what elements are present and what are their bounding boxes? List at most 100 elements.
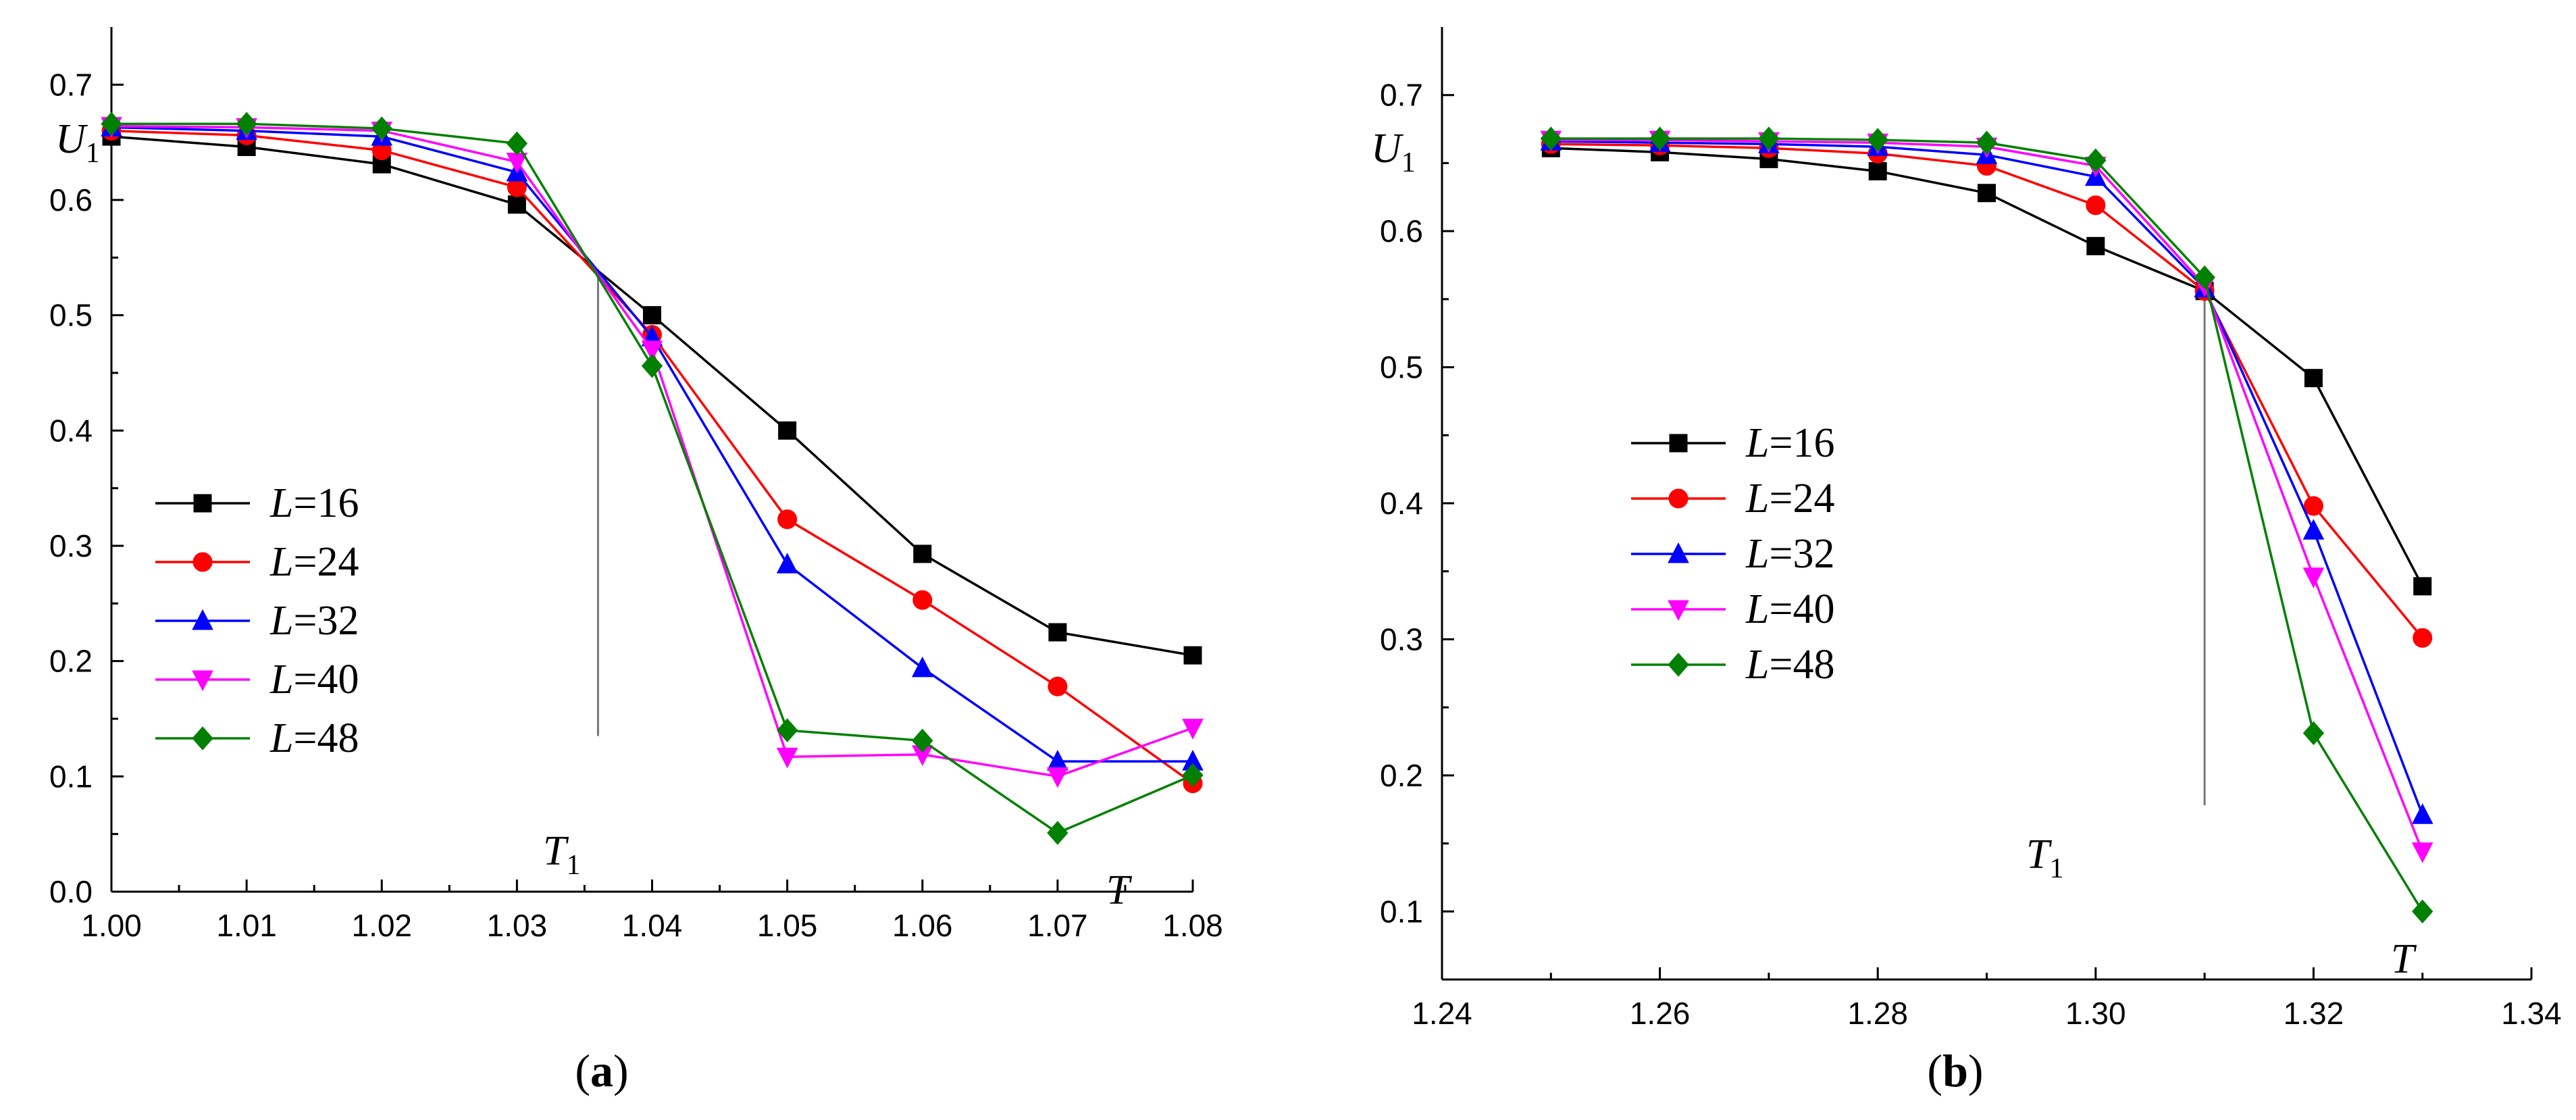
legend-label: L=48 (269, 715, 359, 761)
legend-label: L=40 (269, 657, 359, 703)
legend-label: L=24 (1745, 476, 1834, 521)
data-point (778, 421, 797, 440)
critical-temperature-label-a: T1 (543, 828, 580, 881)
series-line (1551, 137, 2424, 913)
legend-entry-L24: L=24 (1631, 476, 1834, 521)
data-point (913, 544, 932, 563)
panel-caption-a: (a) (575, 1045, 628, 1096)
data-point (2412, 899, 2433, 924)
x-tick-label: 1.24 (1412, 996, 1472, 1031)
y-tick-label: 0.3 (1380, 621, 1423, 657)
legend-entry-L24: L=24 (155, 539, 359, 585)
legend-entry-L32: L=32 (1631, 531, 1834, 577)
x-tick-label: 1.30 (2065, 996, 2126, 1031)
critical-temperature-label-b: T1 (2026, 832, 2063, 884)
legend-label: L=16 (1745, 420, 1834, 466)
x-tick-label: 1.26 (1630, 996, 1691, 1031)
data-point (2086, 195, 2106, 215)
data-point (1183, 646, 1202, 665)
x-ticks-b: 1.24 1.26 1.28 1.30 1.32 1.34 (1412, 967, 2562, 1031)
x-tick-label: 1.06 (892, 908, 953, 943)
data-point (2086, 236, 2105, 255)
y-tick-label: 0.1 (49, 759, 93, 794)
x-tick-label: 1.32 (2284, 996, 2344, 1031)
y-tick-label: 0.4 (49, 413, 93, 448)
legend-entry-L40: L=40 (1631, 586, 1834, 632)
series-line (1551, 140, 2424, 815)
legend-marker (1668, 542, 1689, 563)
data-point (776, 718, 798, 742)
chart-panel-a: 1.00 1.01 1.02 1.03 1.04 1.05 1.06 1.07 1.08 0.0… (49, 27, 1223, 1096)
y-tick-label: 0.6 (1380, 213, 1423, 249)
series-layer-b (1540, 126, 2433, 924)
x-tick-label: 1.05 (757, 908, 818, 943)
y-tick-label: 0.1 (1380, 894, 1423, 929)
y-tick-label: 0.5 (49, 298, 93, 333)
y-tick-label: 0.7 (1380, 78, 1423, 113)
data-point (1867, 128, 1888, 152)
data-point (101, 111, 122, 136)
legend-marker (193, 494, 212, 513)
data-point (777, 509, 798, 530)
x-tick-label: 1.00 (81, 908, 142, 943)
y-tick-label: 0.0 (49, 874, 93, 909)
panel-caption-b: (b) (1927, 1045, 1983, 1096)
x-tick-label: 1.34 (2501, 996, 2562, 1031)
legend-label: L=40 (1745, 586, 1834, 632)
data-point (2413, 577, 2432, 596)
y-tick-label: 0.3 (49, 528, 93, 563)
legend-marker (192, 609, 213, 630)
data-point (1649, 126, 1671, 151)
legend-entry-L32: L=32 (155, 598, 359, 644)
legend-entry-L48: L=48 (155, 715, 359, 761)
data-point (912, 590, 933, 610)
legend-label: L=16 (269, 480, 359, 526)
data-point (2302, 519, 2325, 540)
legend-label: L=32 (269, 598, 359, 644)
series-L32-a (101, 116, 1204, 771)
y-axis-label-a: U1 (55, 116, 100, 169)
y-tick-label: 0.5 (1380, 350, 1423, 385)
x-tick-label: 1.08 (1162, 908, 1223, 943)
axes-a (110, 27, 1193, 893)
legend-label: L=48 (1745, 642, 1834, 688)
series-L16-a (102, 127, 1202, 665)
legend-label: L=32 (1745, 531, 1834, 577)
legend-a: L=16 L=24 L=32 L=40 L=48 (155, 480, 359, 761)
data-point (1047, 767, 1068, 788)
legend-marker (192, 670, 213, 692)
y-axis-label-b: U1 (1371, 126, 1416, 178)
y-tick-label: 0.6 (49, 182, 93, 218)
legend-entry-L40: L=40 (155, 657, 359, 703)
data-point (1048, 623, 1067, 642)
x-tick-label: 1.02 (351, 908, 412, 943)
data-point (371, 116, 392, 141)
legend-entry-L16: L=16 (1631, 420, 1834, 466)
series-L24-a (101, 121, 1203, 794)
data-point (641, 340, 663, 361)
data-point (506, 131, 528, 156)
data-point (1047, 821, 1068, 845)
series-L16-b (1541, 138, 2432, 596)
chart-panel-b: 1.24 1.26 1.28 1.30 1.32 1.34 0.1 0.2 0.3 0.4 0.5… (1371, 27, 2562, 1096)
data-point (1182, 763, 1204, 788)
series-L24-b (1541, 134, 2433, 648)
data-point (2411, 803, 2433, 824)
x-tick-label: 1.03 (487, 908, 548, 943)
legend-entry-L16: L=16 (155, 480, 359, 526)
data-point (641, 354, 663, 378)
data-point (1868, 162, 1887, 181)
x-tick-label: 1.01 (216, 908, 277, 943)
x-tick-label: 1.04 (622, 908, 683, 943)
data-point (2302, 567, 2325, 588)
legend-marker (1668, 488, 1689, 509)
data-point (2302, 721, 2325, 746)
legend-marker (1669, 434, 1688, 453)
legend-b: L=16 L=24 L=32 L=40 L=48 (1631, 420, 1834, 688)
y-tick-label: 0.2 (1380, 758, 1423, 793)
data-point (2413, 628, 2433, 648)
data-point (1540, 126, 1562, 151)
x-axis-label-a: T (1106, 867, 1133, 913)
data-point (1048, 676, 1068, 696)
